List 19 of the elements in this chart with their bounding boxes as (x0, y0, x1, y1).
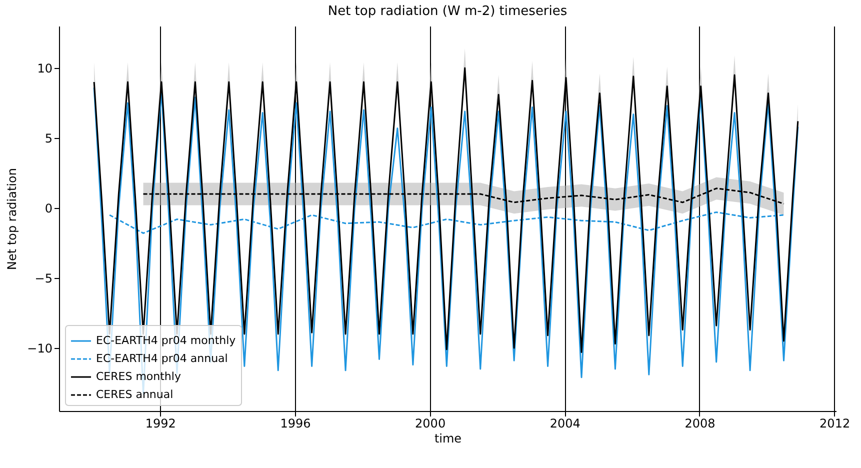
chart-title: Net top radiation (W m-2) timeseries (328, 4, 568, 19)
legend-label: EC-EARTH4 pr04 monthly (96, 334, 236, 347)
y-tick-label: 10 (37, 62, 52, 76)
x-tick-label: 2000 (415, 416, 446, 430)
x-tick-label: 2008 (684, 416, 716, 430)
line-series (108, 211, 784, 234)
x-tick-label: 1996 (280, 416, 311, 430)
y-tick-label: −10 (27, 342, 52, 356)
legend-label: CERES annual (96, 388, 174, 401)
x-axis-title: time (434, 432, 462, 446)
y-tick-label: −5 (34, 272, 52, 286)
legend-label: CERES monthly (96, 370, 182, 383)
x-tick-label: 2012 (820, 416, 850, 430)
y-tick-label: 0 (44, 202, 52, 216)
y-tick-label: 5 (44, 132, 52, 146)
x-tick-label: 1992 (145, 416, 176, 430)
x-tick-label: 2004 (550, 416, 580, 430)
y-axis-title: Net top radiation (5, 168, 20, 270)
legend-label: EC-EARTH4 pr04 annual (96, 352, 228, 365)
